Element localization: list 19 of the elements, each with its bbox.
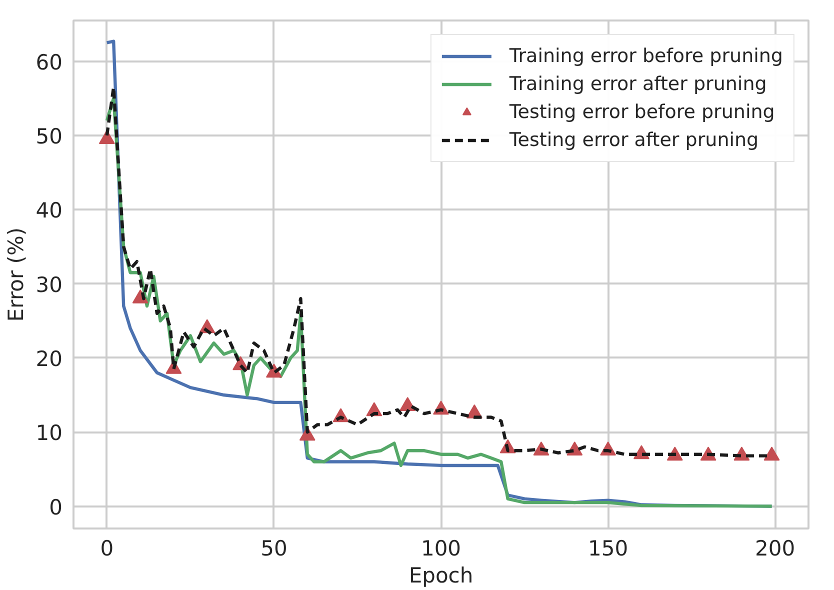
point (764, 446, 780, 461)
y-tick-label: 50 (36, 124, 63, 148)
y-tick-label: 0 (49, 495, 63, 520)
x-tick-label: 0 (100, 536, 114, 560)
legend-label: Training error after pruning (509, 73, 767, 95)
y-tick-label: 10 (36, 421, 63, 446)
y-tick-label: 60 (36, 50, 63, 74)
legend-label: Training error before pruning (509, 45, 783, 67)
legend-label: Testing error after pruning (509, 129, 759, 151)
y-axis-title: Error (%) (4, 227, 28, 322)
x-tick-label: 200 (755, 536, 796, 560)
x-tick-label: 150 (588, 536, 628, 560)
x-tick-label: 50 (260, 536, 288, 560)
x-axis-title: Epoch (408, 564, 474, 588)
y-tick-label: 20 (36, 346, 63, 371)
y-tick-label: 40 (36, 198, 63, 223)
x-tick-label: 100 (420, 536, 462, 560)
y-tick-label: 30 (36, 272, 63, 297)
legend-label: Testing error before pruning (509, 101, 775, 123)
